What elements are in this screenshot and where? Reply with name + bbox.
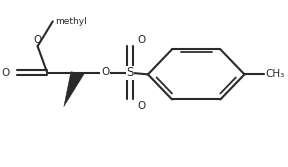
Text: CH₃: CH₃: [265, 69, 285, 79]
Text: O: O: [137, 101, 145, 111]
Polygon shape: [64, 72, 84, 107]
Text: O: O: [137, 35, 145, 45]
Text: O: O: [2, 68, 10, 78]
Text: methyl: methyl: [56, 17, 87, 26]
Text: O: O: [101, 67, 109, 77]
Text: O: O: [33, 35, 42, 45]
Text: S: S: [126, 66, 134, 79]
